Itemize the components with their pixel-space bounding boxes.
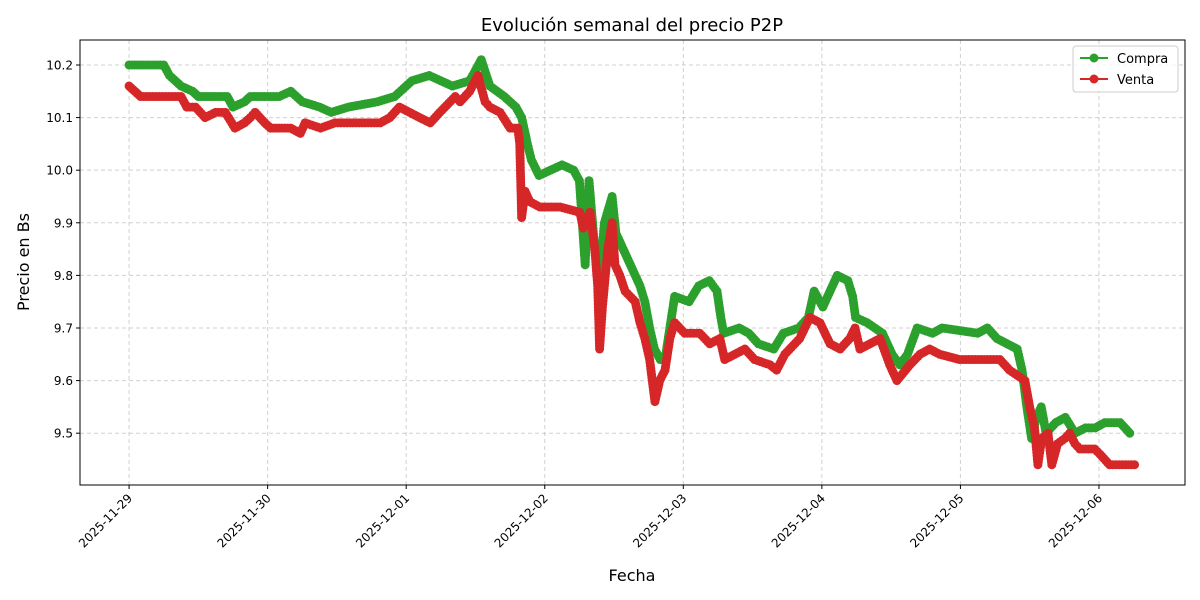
x-tick-label: 2025-12-06 [1046,491,1105,550]
compra-line [129,57,1131,439]
y-tick-label: 9.5 [54,427,73,441]
y-tick-label: 9.7 [54,321,73,335]
x-tick-label: 2025-12-03 [630,491,689,550]
legend-compra-marker [1089,53,1099,63]
x-tick-label: 2025-12-05 [907,491,966,550]
legend-compra-label: Compra [1117,52,1168,67]
x-tick-label: 2025-11-29 [76,491,135,550]
y-tick-label: 9.6 [54,374,73,388]
legend: Compra Venta [1072,45,1179,93]
series-compra [124,55,1135,443]
venta-marker [1130,460,1140,470]
chart-title: Evolución semanal del precio P2P [481,15,783,36]
x-tick-label: 2025-12-01 [353,491,412,550]
y-axis: 9.5 9.6 9.7 9.8 9.9 10.0 10.1 10.2 [46,58,80,441]
legend-venta-marker [1089,74,1099,84]
series-layer [124,55,1140,470]
y-axis-label: Precio en Bs [14,213,33,311]
y-tick-label: 10.0 [46,164,73,178]
y-tick-label: 9.9 [54,216,73,230]
plot-frame [79,39,1186,486]
y-tick-label: 10.1 [46,111,73,125]
legend-venta-label: Venta [1117,73,1154,88]
x-tick-label: 2025-12-02 [492,491,551,550]
compra-marker [1125,428,1135,438]
x-axis-label: Fecha [609,566,656,585]
x-tick-label: 2025-12-04 [769,491,828,550]
x-tick-label: 2025-11-30 [215,491,274,550]
y-tick-label: 9.8 [54,269,73,283]
x-axis: 2025-11-29 2025-11-30 2025-12-01 2025-12-02… [76,485,1105,550]
series-venta [124,71,1140,470]
y-tick-label: 10.2 [46,58,73,72]
